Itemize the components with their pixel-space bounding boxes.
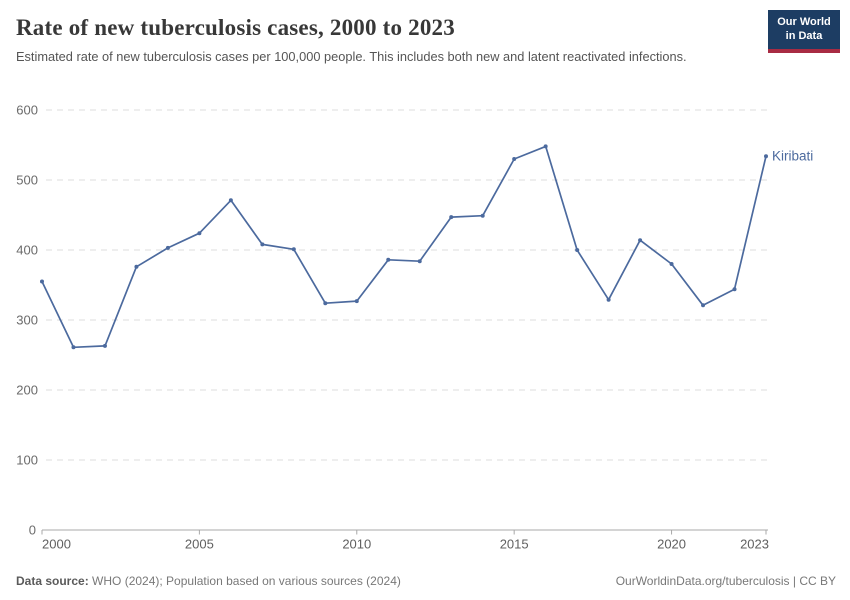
data-point-kiribati-2015[interactable] xyxy=(512,157,517,161)
data-point-kiribati-2022[interactable] xyxy=(732,287,737,292)
data-point-kiribati-2000[interactable] xyxy=(40,279,44,284)
data-line-kiribati[interactable] xyxy=(41,145,767,349)
data-point-kiribati-2012[interactable] xyxy=(417,259,422,264)
owid-logo-line1: Our World xyxy=(777,16,831,28)
data-point-kiribati-2009[interactable] xyxy=(323,301,328,306)
data-point-kiribati-2006[interactable] xyxy=(228,198,233,203)
data-point-kiribati-2019[interactable] xyxy=(638,238,643,243)
data-point-kiribati-2016[interactable] xyxy=(543,144,548,149)
y-tick-label-300: 300 xyxy=(16,313,38,328)
x-tick-label-2020: 2020 xyxy=(657,537,686,552)
data-point-kiribati-2002[interactable] xyxy=(102,343,107,348)
data-point-kiribati-2013[interactable] xyxy=(449,215,454,220)
y-tick-label-200: 200 xyxy=(16,383,38,398)
data-point-kiribati-2008[interactable] xyxy=(291,247,296,252)
y-tick-label-0: 0 xyxy=(29,523,36,538)
data-source-label: Data source: xyxy=(16,574,89,588)
data-point-kiribati-2023[interactable] xyxy=(764,154,768,159)
data-point-kiribati-2020[interactable] xyxy=(669,262,674,266)
data-source-text: Data source: WHO (2024); Population base… xyxy=(16,574,401,588)
chart-footer: Data source: WHO (2024); Population base… xyxy=(16,574,836,588)
x-tick-label-2000: 2000 xyxy=(42,537,71,552)
owid-logo-line2: in Data xyxy=(785,29,823,42)
y-tick-label-100: 100 xyxy=(16,453,38,468)
series-end-label-kiribati: Kiribati xyxy=(772,149,813,164)
data-point-kiribati-2014[interactable] xyxy=(480,213,485,218)
data-point-kiribati-2003[interactable] xyxy=(134,264,139,269)
y-tick-label-400: 400 xyxy=(16,243,38,258)
data-point-kiribati-2017[interactable] xyxy=(575,248,580,252)
chart-title: Rate of new tuberculosis cases, 2000 to … xyxy=(16,15,455,40)
data-point-kiribati-2021[interactable] xyxy=(701,303,706,308)
x-tick-label-2005: 2005 xyxy=(185,537,214,552)
data-point-kiribati-2010[interactable] xyxy=(354,299,359,304)
x-tick-label-2015: 2015 xyxy=(500,537,529,552)
data-point-kiribati-2007[interactable] xyxy=(260,242,265,247)
data-point-kiribati-2004[interactable] xyxy=(165,245,170,250)
data-point-kiribati-2001[interactable] xyxy=(71,345,76,350)
chart-header: Rate of new tuberculosis cases, 2000 to … xyxy=(16,14,760,66)
owid-logo[interactable]: Our World in Data xyxy=(768,10,840,53)
owid-url-link[interactable]: OurWorldinData.org/tuberculosis | CC BY xyxy=(615,574,836,588)
x-tick-label-2023: 2023 xyxy=(740,537,769,552)
x-tick-label-2010: 2010 xyxy=(342,537,371,552)
data-point-kiribati-2018[interactable] xyxy=(606,297,611,302)
data-point-kiribati-2005[interactable] xyxy=(197,231,202,236)
y-tick-label-600: 600 xyxy=(16,103,38,118)
data-point-kiribati-2011[interactable] xyxy=(386,257,391,262)
data-source-value: WHO (2024); Population based on various … xyxy=(88,574,401,588)
chart-subtitle: Estimated rate of new tuberculosis cases… xyxy=(16,48,687,64)
y-tick-label-500: 500 xyxy=(16,173,38,188)
